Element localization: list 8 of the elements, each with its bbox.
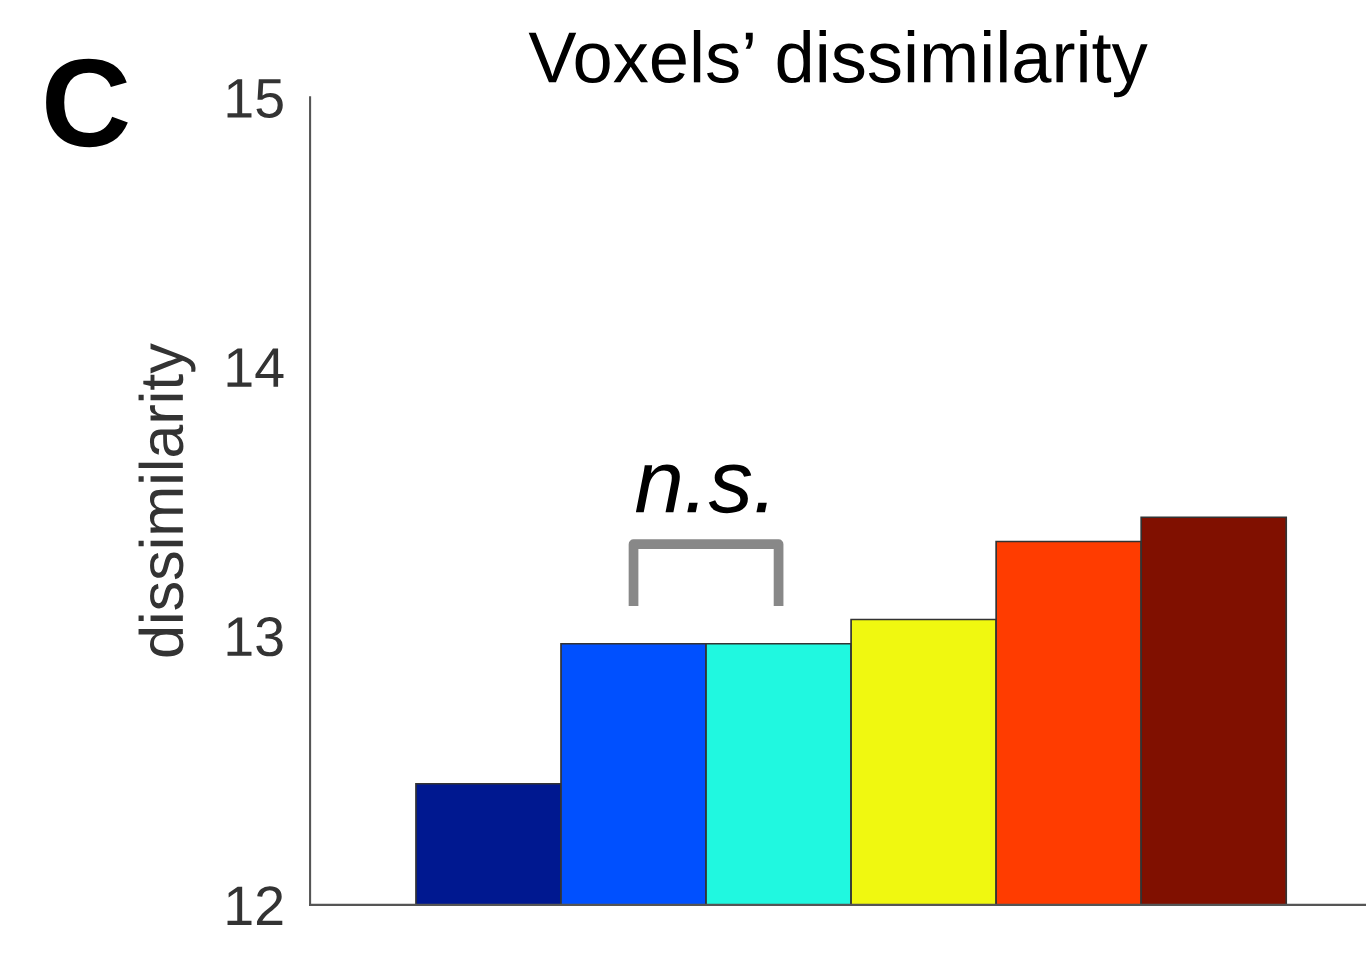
y-tick-label: 12 [227, 886, 283, 926]
text: C [46, 58, 128, 148]
y-tick-label: 14 [227, 348, 284, 387]
annotation: n.s. [635, 464, 767, 514]
y-tick-label: 13 [227, 617, 283, 657]
y-axis-title: dissimilarity [138, 343, 196, 657]
chart-title: Voxels’ dissimilarity [528, 29, 1148, 98]
y-tick-label: 15 [227, 79, 283, 118]
